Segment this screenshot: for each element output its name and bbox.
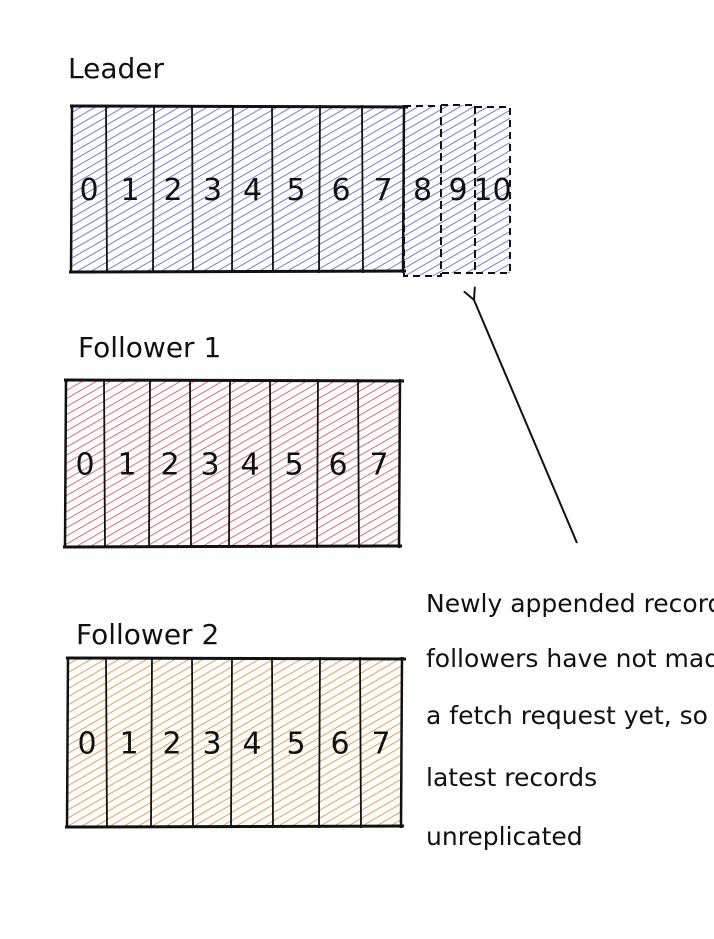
leader-cell-7: 7 bbox=[373, 173, 392, 208]
leader-pending-cell-9 bbox=[440, 104, 476, 274]
leader-divider bbox=[401, 104, 406, 274]
leader-divider bbox=[105, 104, 108, 274]
annotation-line-5: unreplicated bbox=[426, 822, 583, 851]
follower-2-bottom-border bbox=[64, 824, 405, 829]
follower-2-title: Follower 2 bbox=[76, 618, 219, 651]
follower-1-divider bbox=[103, 378, 106, 549]
annotation-line-2: followers have not made bbox=[426, 644, 714, 673]
follower-1-divider bbox=[63, 378, 68, 549]
leader-cell-2: 2 bbox=[163, 173, 182, 208]
follower-1-top-border bbox=[63, 378, 405, 383]
follower-2-cell-3: 3 bbox=[202, 727, 221, 762]
follower-2-cell-4: 4 bbox=[242, 727, 261, 762]
follower-2-divider bbox=[399, 656, 404, 829]
follower-1-cell-0: 0 bbox=[75, 448, 94, 483]
follower-1-divider bbox=[269, 378, 272, 549]
leader-divider bbox=[69, 104, 74, 274]
leader-divider bbox=[191, 104, 194, 274]
leader-divider bbox=[318, 104, 321, 274]
annotation-line-1: Newly appended records bbox=[426, 589, 714, 618]
follower-2-divider bbox=[318, 656, 321, 829]
follower-2-divider bbox=[359, 656, 362, 829]
leader-cell-3: 3 bbox=[203, 173, 222, 208]
follower-1-cell-6: 6 bbox=[328, 448, 347, 483]
follower-1-divider bbox=[189, 378, 192, 549]
leader-cell-0: 0 bbox=[79, 173, 98, 208]
leader-pending-cell-8 bbox=[403, 105, 442, 277]
follower-2-cell-5: 5 bbox=[286, 727, 305, 762]
follower-1-divider bbox=[397, 378, 402, 549]
follower-2-divider bbox=[150, 656, 153, 829]
follower-2-divider bbox=[271, 656, 274, 829]
leader-fill bbox=[72, 106, 404, 272]
leader-title: Leader bbox=[68, 52, 164, 85]
follower-1-cell-1: 1 bbox=[117, 448, 136, 483]
leader-divider bbox=[152, 104, 155, 274]
leader-pending-cell-10 bbox=[474, 106, 511, 274]
leader-cell-5: 5 bbox=[286, 173, 305, 208]
follower-1-cell-2: 2 bbox=[160, 448, 179, 483]
follower-2-cell-7: 7 bbox=[371, 727, 390, 762]
leader-divider bbox=[271, 104, 274, 274]
follower-1-divider bbox=[357, 378, 360, 549]
leader-cell-6: 6 bbox=[331, 173, 350, 208]
follower-2-cell-6: 6 bbox=[330, 727, 349, 762]
leader-pending-label-10: 10 bbox=[473, 173, 511, 208]
follower-2-divider bbox=[191, 656, 194, 829]
follower-2-top-border bbox=[65, 656, 407, 661]
leader-log: 0 1 2 3 4 5 6 7 8 9 10 bbox=[68, 104, 512, 277]
leader-pending-label-8: 8 bbox=[413, 173, 432, 208]
leader-divider bbox=[361, 104, 364, 274]
annotation-arrow bbox=[474, 300, 578, 544]
follower-1-title: Follower 1 bbox=[78, 331, 221, 364]
annotation-line-3: a fetch request yet, so bbox=[426, 701, 708, 730]
follower-1-cell-7: 7 bbox=[369, 448, 388, 483]
follower-2-divider bbox=[230, 656, 233, 829]
follower-2-divider bbox=[65, 656, 70, 829]
follower-1-bottom-border bbox=[62, 544, 403, 549]
follower-1-divider bbox=[148, 378, 151, 549]
follower-1-fill bbox=[66, 380, 400, 547]
follower-1-divider bbox=[228, 378, 231, 549]
follower-1-divider bbox=[316, 378, 319, 549]
annotation-line-4: latest records bbox=[426, 763, 597, 792]
follower-2-fill bbox=[68, 658, 402, 827]
leader-bottom-border bbox=[68, 269, 407, 274]
leader-cell-4: 4 bbox=[243, 173, 262, 208]
follower-2-cell-0: 0 bbox=[77, 727, 96, 762]
leader-cell-1: 1 bbox=[120, 173, 139, 208]
follower-2-cell-1: 1 bbox=[119, 727, 138, 762]
follower-1-cell-5: 5 bbox=[284, 448, 303, 483]
follower-1-cell-3: 3 bbox=[200, 448, 219, 483]
follower-2-cell-2: 2 bbox=[162, 727, 181, 762]
leader-top-border bbox=[69, 104, 409, 109]
leader-pending-label-9: 9 bbox=[448, 173, 467, 208]
follower-1-cell-4: 4 bbox=[240, 448, 259, 483]
leader-divider bbox=[231, 104, 234, 274]
follower-2-divider bbox=[105, 656, 108, 829]
